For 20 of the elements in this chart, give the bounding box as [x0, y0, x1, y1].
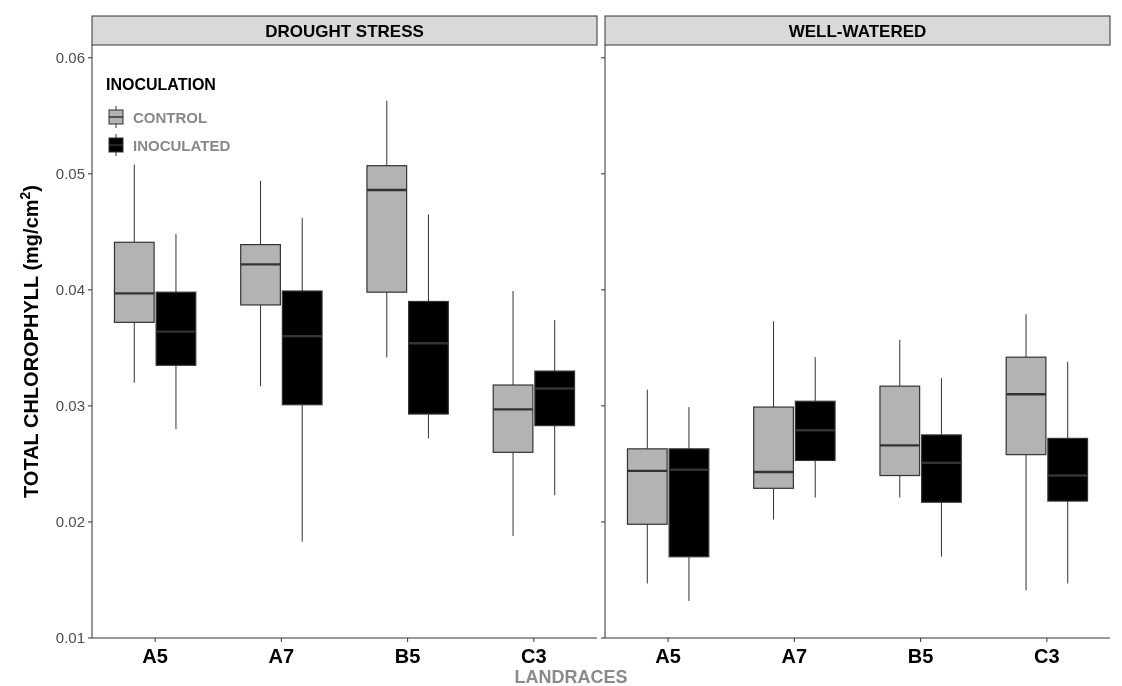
chart-title: DROUGHT STRESS [265, 21, 424, 41]
legend-label: INOCULATED [133, 137, 231, 154]
x-tick-label: C3 [1034, 645, 1060, 667]
y-tick-label: 0.06 [55, 48, 85, 66]
y-tick-label: 0.03 [55, 396, 85, 414]
x-tick-label: A7 [781, 645, 808, 667]
x-axis-title: LANDRACES [514, 667, 628, 686]
x-tick-label: A7 [268, 645, 295, 667]
legend-label: CONTROL [133, 109, 208, 126]
y-tick-label: 0.01 [55, 629, 85, 646]
x-tick-label: B5 [907, 645, 934, 667]
x-tick-label: A5 [142, 645, 168, 667]
legend-title: INOCULATION [106, 76, 216, 93]
x-tick-label: B5 [394, 645, 421, 667]
x-tick-label: A5 [655, 645, 681, 667]
y-tick-label: 0.04 [55, 280, 85, 298]
chart-title: WELL-WATERED [788, 21, 927, 41]
y-tick-label: 0.05 [55, 164, 85, 182]
x-tick-label: C3 [521, 645, 547, 667]
y-tick-label: 0.02 [55, 512, 85, 530]
